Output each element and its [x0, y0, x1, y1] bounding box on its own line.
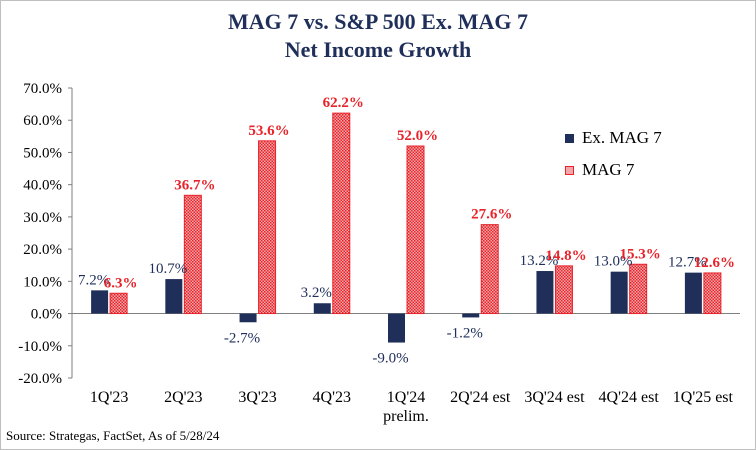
data-label-ex-mag7: -2.7%	[224, 330, 260, 346]
bar-mag7	[109, 292, 128, 315]
data-label-mag7: 62.2%	[323, 95, 364, 111]
bar-ex-mag7	[313, 303, 331, 314]
data-label-ex-mag7: -9.0%	[372, 351, 408, 367]
bar-mag7	[258, 140, 277, 315]
data-label-ex-mag7: 13.0%	[594, 254, 633, 270]
x-tick-label: 3Q'23	[238, 389, 276, 406]
bar-ex-mag7	[462, 313, 480, 318]
source-note: Source: Strategas, FactSet, As of 5/28/2…	[6, 428, 220, 443]
bar-mag7	[703, 272, 722, 315]
y-tick-label: 10.0%	[23, 274, 62, 290]
y-tick-label: -20.0%	[18, 371, 62, 387]
x-tick-label: 4Q'24 est	[599, 389, 660, 406]
data-label-mag7: 53.6%	[248, 123, 289, 139]
bar-ex-mag7	[239, 313, 257, 323]
bar-mag7	[629, 263, 648, 315]
bar-ex-mag7	[91, 290, 109, 314]
data-label-ex-mag7: 3.2%	[301, 285, 332, 301]
x-tick-label: 1Q'25 est	[673, 389, 734, 406]
legend-swatch-mag7	[565, 165, 574, 175]
y-tick-label: 0.0%	[31, 307, 62, 323]
legend-item-ex-mag7: Ex. MAG 7	[565, 122, 662, 154]
data-label-ex-mag7: 7.2%	[78, 272, 109, 288]
chart-subtitle: Net Income Growth	[284, 37, 472, 62]
x-tick-label: prelim.	[383, 408, 429, 425]
y-tick-label: 70.0%	[23, 81, 62, 97]
legend-swatch-ex-mag7	[565, 133, 574, 143]
data-label-mag7: 15.3%	[620, 246, 661, 262]
x-tick-label: 4Q'23	[313, 389, 351, 406]
bar-mag7	[554, 265, 573, 315]
bar-mag7	[183, 194, 202, 315]
x-tick-label: 1Q'24	[387, 389, 425, 406]
y-tick-label: -10.0%	[18, 339, 62, 355]
legend-label-ex-mag7: Ex. MAG 7	[582, 128, 662, 147]
bar-ex-mag7	[165, 279, 183, 314]
data-label-ex-mag7: 10.7%	[148, 261, 187, 277]
data-label-mag7: 6.3%	[104, 275, 138, 291]
bar-ex-mag7	[610, 271, 628, 314]
y-tick-label: 30.0%	[23, 210, 62, 226]
bar-mag7	[480, 224, 499, 315]
data-label-mag7: 36.7%	[174, 177, 215, 193]
bar-ex-mag7	[684, 272, 702, 314]
legend-label-mag7: MAG 7	[582, 160, 635, 179]
bar-ex-mag7	[388, 313, 405, 343]
x-tick-label: 3Q'24 est	[524, 389, 585, 406]
bar-mag7	[332, 112, 351, 315]
bar-ex-mag7	[536, 271, 554, 314]
data-label-mag7: 12.6%	[694, 255, 735, 271]
y-tick-label: 60.0%	[23, 113, 62, 129]
data-label-ex-mag7: -1.2%	[447, 325, 483, 341]
bar-mag7	[406, 145, 425, 315]
data-label-mag7: 14.8%	[545, 248, 586, 264]
data-label-ex-mag7: 13.2%	[520, 253, 559, 269]
chart-title: MAG 7 vs. S&P 500 Ex. MAG 7	[227, 9, 529, 34]
y-tick-label: 20.0%	[23, 242, 62, 258]
y-tick-label: 50.0%	[23, 145, 62, 161]
x-tick-label: 1Q'23	[90, 389, 128, 406]
chart-legend: Ex. MAG 7 MAG 7	[565, 122, 662, 186]
legend-item-mag7: MAG 7	[565, 154, 662, 186]
data-label-mag7: 52.0%	[397, 128, 438, 144]
y-tick-label: 40.0%	[23, 178, 62, 194]
data-label-mag7: 27.6%	[471, 207, 512, 223]
x-tick-label: 2Q'24 est	[450, 389, 511, 406]
chart-title-block: MAG 7 vs. S&P 500 Ex. MAG 7 Net Income G…	[0, 8, 756, 64]
data-label-ex-mag7: 12.7%	[668, 255, 707, 271]
x-tick-label: 2Q'23	[164, 389, 202, 406]
